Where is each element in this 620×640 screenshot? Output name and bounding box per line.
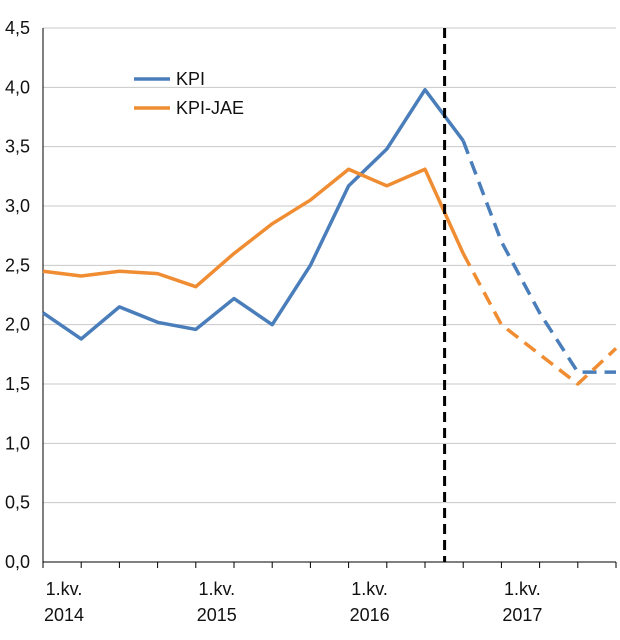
series-projection-kpi-jae [461,252,618,386]
y-tick-label: 0,5 [5,493,30,513]
series-line-kpi [42,87,465,341]
y-tick-label: 3,0 [5,196,30,216]
series-line-kpi-jae [42,167,465,289]
y-tick-label: 1,5 [5,374,30,394]
x-tick-label: 1.kv. [351,579,388,599]
y-tick-label: 2,5 [5,255,30,275]
series-lines [42,87,618,386]
legend-label: KPI-JAE [176,98,244,118]
y-tick-label: 1,0 [5,433,30,453]
x-tick-label: 2014 [44,605,84,625]
axes [42,28,616,563]
y-tick-label: 0,0 [5,552,30,572]
legend-label: KPI [176,69,205,89]
series-projection-kpi [461,140,616,374]
x-axis-ticks: 1.kv. 2014 1.kv. 2015 1.kv. 2016 1.kv. 2017 [42,562,617,625]
y-tick-label: 4,5 [5,18,30,38]
legend: KPI KPI-JAE [134,69,244,118]
gridlines [43,27,616,504]
x-tick-label: 2015 [197,605,237,625]
x-tick-label: 1.kv. [198,579,235,599]
y-axis-ticks: 0,0 0,5 1,0 1,5 2,0 2,5 3,0 3,5 4,0 4,5 [5,18,30,572]
y-tick-label: 4,0 [5,77,30,97]
x-tick-label: 1.kv. [46,579,83,599]
x-tick-label: 2017 [502,605,542,625]
y-tick-label: 3,5 [5,137,30,157]
y-tick-label: 2,0 [5,315,30,335]
x-tick-label: 2016 [350,605,390,625]
x-tick-label: 1.kv. [504,579,541,599]
